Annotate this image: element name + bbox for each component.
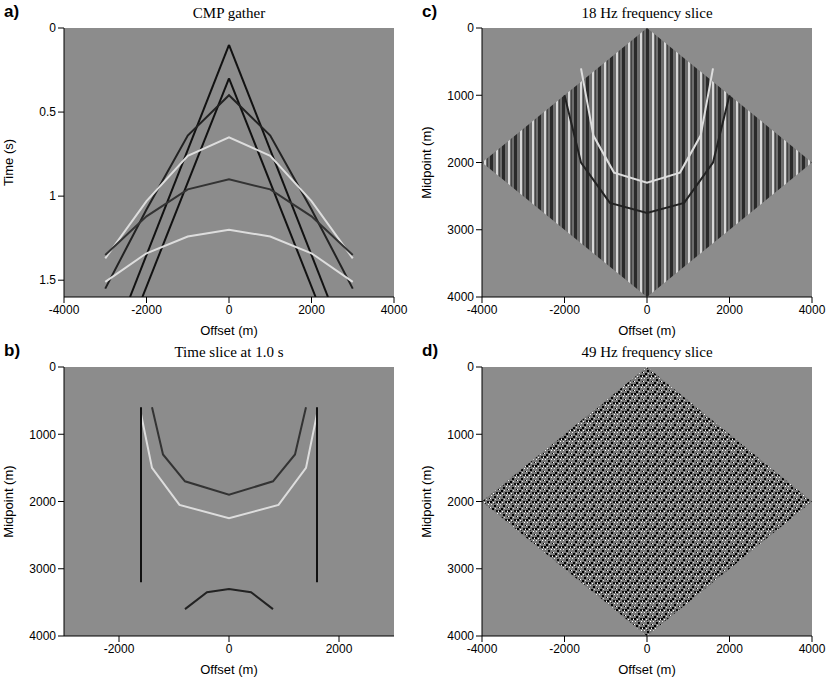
svg-text:3000: 3000 (29, 562, 56, 576)
svg-text:0: 0 (644, 642, 651, 656)
svg-text:1000: 1000 (29, 428, 56, 442)
svg-text:0: 0 (467, 21, 474, 35)
html-text:a): a) (4, 2, 20, 21)
svg-text:Time (s): Time (s) (1, 139, 16, 186)
svg-text:Offset (m): Offset (m) (200, 662, 258, 677)
svg-text:4000: 4000 (381, 303, 408, 317)
svg-text:Offset (m): Offset (m) (618, 323, 676, 338)
svg-text:0: 0 (49, 360, 56, 374)
svg-text:0: 0 (49, 21, 56, 35)
svg-text:-4000: -4000 (49, 303, 80, 317)
svg-text:0: 0 (226, 303, 233, 317)
svg-text:-4000: -4000 (467, 303, 498, 317)
svg-text:0: 0 (226, 642, 233, 656)
svg-text:2000: 2000 (29, 495, 56, 509)
html-text:d): d) (422, 341, 438, 360)
svg-text:2000: 2000 (716, 303, 743, 317)
svg-text:Midpoint (m): Midpoint (m) (419, 465, 434, 537)
html-text:Time slice at 1.0 s: Time slice at 1.0 s (174, 344, 284, 360)
svg-text:2000: 2000 (447, 495, 474, 509)
html-text:CMP gather: CMP gather (192, 5, 266, 21)
svg-text:3000: 3000 (447, 223, 474, 237)
svg-text:Midpoint (m): Midpoint (m) (1, 465, 16, 537)
svg-text:4000: 4000 (447, 629, 474, 643)
html-text:18 Hz frequency slice: 18 Hz frequency slice (581, 5, 713, 21)
svg-text:1.5: 1.5 (39, 273, 56, 287)
svg-text:-2000: -2000 (104, 642, 135, 656)
svg-text:Offset (m): Offset (m) (618, 662, 676, 677)
svg-text:-2000: -2000 (549, 303, 580, 317)
svg-text:Offset (m): Offset (m) (200, 323, 258, 338)
svg-text:-4000: -4000 (467, 642, 498, 656)
svg-text:4000: 4000 (29, 629, 56, 643)
svg-text:4000: 4000 (447, 290, 474, 304)
svg-text:-2000: -2000 (549, 642, 580, 656)
svg-text:0: 0 (644, 303, 651, 317)
svg-text:2000: 2000 (716, 642, 743, 656)
html-text:c): c) (422, 2, 438, 21)
html-text:49 Hz frequency slice: 49 Hz frequency slice (581, 344, 713, 360)
svg-text:2000: 2000 (298, 303, 325, 317)
svg-text:3000: 3000 (447, 562, 474, 576)
html-text:b): b) (4, 341, 20, 360)
svg-text:0.5: 0.5 (39, 105, 56, 119)
svg-text:4000: 4000 (799, 642, 826, 656)
svg-text:0: 0 (467, 360, 474, 374)
svg-text:2000: 2000 (447, 156, 474, 170)
svg-text:2000: 2000 (326, 642, 353, 656)
svg-text:1000: 1000 (447, 89, 474, 103)
svg-text:-2000: -2000 (131, 303, 162, 317)
svg-text:1: 1 (49, 189, 56, 203)
svg-text:1000: 1000 (447, 428, 474, 442)
svg-text:4000: 4000 (799, 303, 826, 317)
svg-text:Midpoint (m): Midpoint (m) (419, 126, 434, 198)
